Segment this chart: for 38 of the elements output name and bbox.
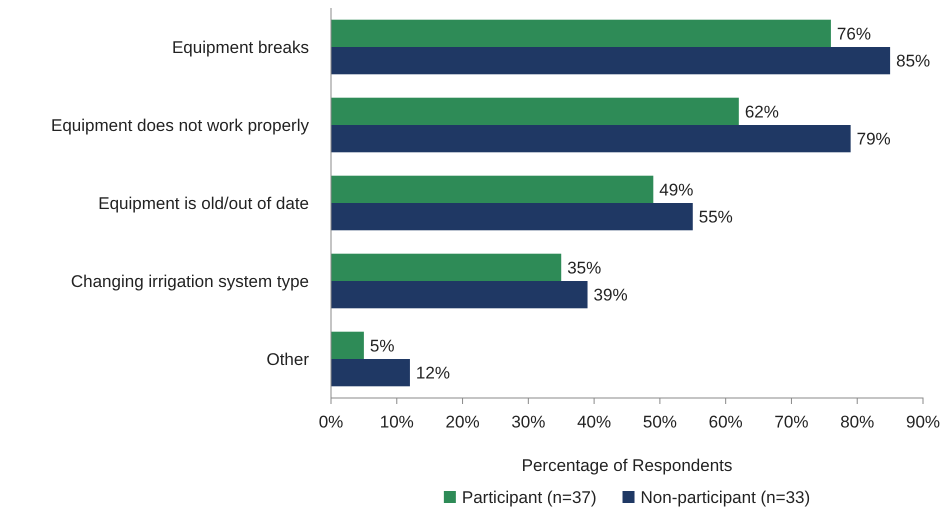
text: 62%	[744, 102, 779, 122]
bar	[331, 176, 654, 203]
legend-label: Non-participant (n=33)	[640, 488, 810, 507]
legend-label: Participant (n=37)	[462, 488, 597, 507]
x-axis-title: Percentage of Respondents	[522, 456, 732, 475]
bar	[331, 125, 851, 152]
bar	[331, 254, 562, 281]
bar	[331, 47, 890, 74]
bar	[331, 203, 693, 230]
x-tick-label: 80%	[840, 412, 874, 432]
bar	[331, 20, 831, 47]
text: 85%	[896, 52, 930, 71]
bar	[331, 98, 739, 125]
x-tick-label: 10%	[380, 412, 414, 432]
y-tick-label: Other	[266, 350, 310, 369]
y-tick-label: Equipment is old/out of date	[98, 194, 309, 213]
bar	[331, 281, 588, 308]
text: 55%	[698, 208, 733, 227]
x-tick-label: 40%	[577, 412, 612, 432]
x-tick-label: 90%	[906, 412, 940, 432]
x-tick-label: 50%	[642, 412, 677, 432]
text: 39%	[594, 286, 628, 305]
text: 35%	[567, 258, 602, 278]
bar	[331, 332, 364, 359]
x-tick-label: 60%	[708, 412, 743, 432]
x-tick-label: 70%	[774, 412, 808, 432]
x-tick-label: 20%	[446, 412, 480, 432]
x-tick-label: 0%	[318, 412, 344, 432]
x-tick-label: 30%	[511, 412, 546, 432]
text: 49%	[659, 180, 694, 200]
y-tick-label: Changing irrigation system type	[70, 272, 309, 291]
text: 79%	[856, 130, 891, 149]
text: 12%	[416, 364, 450, 383]
text: 5%	[370, 336, 394, 356]
bar	[331, 359, 410, 386]
y-tick-label: Equipment does not work properly	[51, 116, 310, 135]
text: 76%	[836, 24, 871, 44]
y-tick-label: Equipment breaks	[172, 38, 309, 57]
